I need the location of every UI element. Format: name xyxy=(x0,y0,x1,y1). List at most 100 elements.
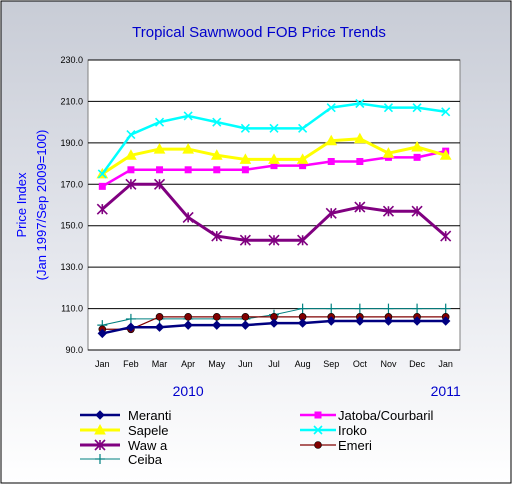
data-point xyxy=(383,316,394,326)
data-point xyxy=(440,303,451,314)
data-point xyxy=(182,211,194,223)
data-point xyxy=(439,149,452,160)
data-point xyxy=(355,98,365,109)
series-sapele xyxy=(96,132,452,179)
data-point xyxy=(296,153,309,164)
chart-title: Tropical Sawnwood FOB Price Trends xyxy=(132,24,386,41)
data-point xyxy=(240,320,251,330)
legend-marker xyxy=(95,410,105,420)
data-point xyxy=(412,303,423,314)
data-point xyxy=(326,103,336,113)
series-meranti xyxy=(97,316,451,339)
legend-marker xyxy=(314,441,322,449)
y-tick-label: 130.0 xyxy=(60,262,83,272)
y-axis-label: Price Index xyxy=(14,172,29,238)
y-tick-label: 110.0 xyxy=(61,304,83,314)
data-point xyxy=(125,178,137,190)
data-point xyxy=(182,143,195,154)
data-point xyxy=(97,328,108,339)
data-point xyxy=(125,313,136,324)
data-point xyxy=(356,158,364,165)
y-tick-label: 150.0 xyxy=(60,221,83,231)
x-tick-label: Apr xyxy=(181,359,195,369)
legend-label: Iroko xyxy=(338,423,367,438)
data-point xyxy=(413,153,421,161)
x-tick-labels: Jan Feb Mar Apr May Jun Jul Aug Sep Oct Nov Dec Jan xyxy=(95,359,453,369)
legend-label: Waw a xyxy=(128,438,168,453)
data-point xyxy=(98,182,106,190)
data-point xyxy=(126,322,136,332)
y-tick-label: 230.0 xyxy=(60,55,83,65)
legend-item: Iroko xyxy=(300,423,367,438)
series-waw-a xyxy=(96,178,452,246)
x-tick-label: Sep xyxy=(323,359,339,369)
data-point xyxy=(354,201,366,213)
data-point xyxy=(297,303,308,314)
data-point xyxy=(125,149,137,160)
data-point xyxy=(97,169,107,179)
legend-label: Meranti xyxy=(128,408,171,423)
data-point xyxy=(183,111,193,121)
y-axis-label-units: (Jan 1997/Sep 2009=100) xyxy=(34,130,49,281)
x-tick-label: Mar xyxy=(152,359,168,369)
data-point xyxy=(325,134,338,146)
data-point xyxy=(155,313,164,321)
data-point xyxy=(240,123,250,133)
legend-item: Emeri xyxy=(300,438,372,453)
legend-marker xyxy=(94,439,106,451)
data-point xyxy=(327,158,335,165)
legend-label: Jatoba/Courbaril xyxy=(338,408,433,423)
data-point xyxy=(268,153,280,164)
x-tick-label: Jan xyxy=(438,359,453,369)
data-point xyxy=(353,132,366,144)
plot-area xyxy=(87,59,461,351)
legend-marker xyxy=(94,423,106,435)
legend-label: Sapele xyxy=(128,423,168,438)
data-point xyxy=(298,123,308,133)
data-point xyxy=(411,140,423,152)
x-tick-label: May xyxy=(208,359,226,369)
legend-item: Meranti xyxy=(80,408,171,423)
data-point xyxy=(153,143,166,154)
data-point xyxy=(440,230,452,242)
legend-marker xyxy=(313,425,323,435)
data-point xyxy=(154,117,165,127)
data-point xyxy=(383,303,394,314)
legend-item: Ceiba xyxy=(80,452,163,467)
data-point xyxy=(269,318,279,328)
data-point xyxy=(411,205,423,217)
legend-item: Sapele xyxy=(80,423,168,438)
data-point xyxy=(126,130,136,140)
data-point xyxy=(211,230,223,242)
legend: Meranti Jatoba/Courbaril Sapele Iroko Waw a E… xyxy=(80,408,433,467)
data-point xyxy=(326,316,336,326)
x-tick-label: Jul xyxy=(268,359,280,369)
data-point xyxy=(212,313,221,321)
x-tick-label: Jan xyxy=(95,359,110,369)
data-point xyxy=(212,117,222,127)
data-point xyxy=(355,316,365,326)
data-point xyxy=(326,303,337,314)
series-iroko xyxy=(97,98,451,179)
data-point xyxy=(382,205,395,217)
data-point xyxy=(213,166,221,174)
data-point xyxy=(297,318,308,328)
data-point xyxy=(183,320,193,330)
y-tick-label: 210.0 xyxy=(60,96,83,106)
data-point xyxy=(184,313,192,321)
data-point xyxy=(441,107,451,117)
legend-label: Ceiba xyxy=(128,452,163,467)
data-point xyxy=(239,153,252,164)
data-point xyxy=(127,166,135,174)
y-tick-label: 170.0 xyxy=(60,179,83,189)
data-point xyxy=(153,178,166,190)
legend-item: Waw a xyxy=(80,438,168,453)
x-tick-label: Jun xyxy=(238,359,253,369)
data-point xyxy=(383,103,394,113)
data-point xyxy=(412,103,422,113)
legend-label: Emeri xyxy=(338,438,372,453)
legend-marker xyxy=(95,454,105,464)
data-point xyxy=(382,147,395,158)
